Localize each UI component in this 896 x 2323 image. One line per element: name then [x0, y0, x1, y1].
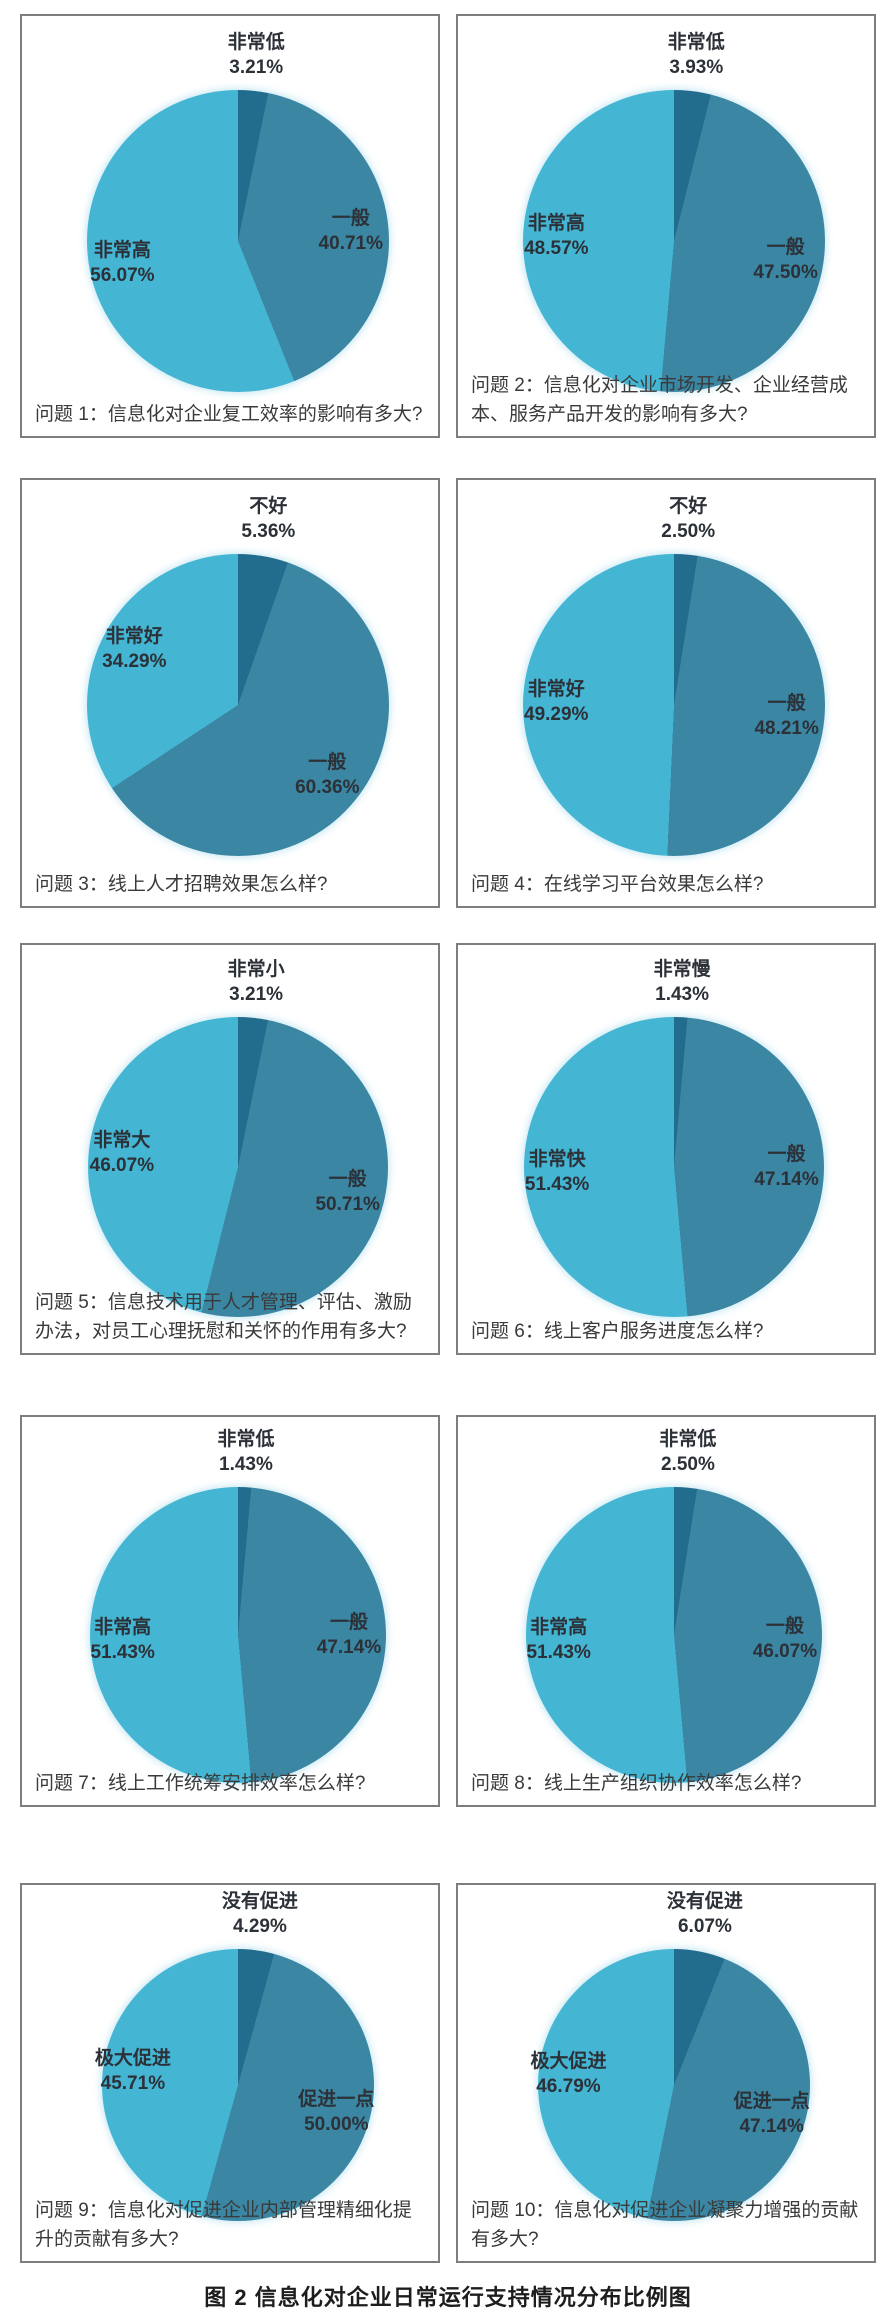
pie-chart [87, 90, 389, 392]
chart-question: 问题 1：信息化对企业复工效率的影响有多大? [35, 403, 423, 425]
chart-question: 问题 9：信息化对促进企业内部管理精细化提升的贡献有多大? [35, 2200, 412, 2250]
slice-percent: 2.50% [661, 521, 716, 543]
chart-card: 非常慢 1.43% 一般 47.14% 非常快 51.43% 问题 6：线上客户… [456, 943, 876, 1355]
chart-card: 非常低 3.93% 一般 47.50% 非常高 48.57% 问题 2：信息化对… [456, 14, 876, 438]
slice-name: 非常慢 [653, 959, 711, 980]
pie-chart [526, 1487, 822, 1783]
chart-question: 问题 3：线上人才招聘效果怎么样? [35, 873, 328, 895]
pie-chart [538, 1949, 810, 2221]
chart-card: 不好 5.36% 一般 60.36% 非常好 34.29% 问题 3：线上人才招… [20, 478, 440, 908]
slice-name: 非常低 [217, 1429, 275, 1450]
chart-question: 问题 7：线上工作统筹安排效率怎么样? [35, 1772, 366, 1794]
pie-chart [88, 1017, 388, 1317]
slice-percent: 4.29% [232, 1916, 287, 1938]
pie-slice-label-negative: 非常低 3.21% [228, 30, 285, 80]
pie-slice-label-negative: 非常低 2.50% [659, 1427, 716, 1477]
chart-card: 非常小 3.21% 一般 50.71% 非常大 46.07% 问题 5：信息技术… [20, 943, 440, 1355]
chart-card: 不好 2.50% 一般 48.21% 非常好 49.29% 问题 4：在线学习平… [456, 478, 876, 908]
figure-caption: 图 2 信息化对企业日常运行支持情况分布比例图 [204, 2285, 692, 2310]
chart-card: 没有促进 6.07% 促进一点 47.14% 极大促进 46.79% 问题 10… [456, 1883, 876, 2263]
slice-name: 没有促进 [221, 1891, 298, 1912]
slice-percent: 3.93% [669, 57, 724, 79]
pie-chart [523, 90, 825, 392]
pie-slice-label-negative: 没有促进 6.07% [667, 1889, 743, 1939]
slice-percent: 2.50% [660, 1454, 715, 1476]
slice-name: 没有促进 [666, 1891, 743, 1912]
chart-card: 没有促进 4.29% 促进一点 50.00% 极大促进 45.71% 问题 9：… [20, 1883, 440, 2263]
slice-name: 非常低 [227, 32, 285, 53]
slice-percent: 1.43% [655, 984, 710, 1006]
chart-card: 非常低 2.50% 一般 46.07% 非常高 51.43% 问题 8：线上生产… [456, 1415, 876, 1807]
chart-question: 问题 2：信息化对企业市场开发、企业经营成本、服务产品开发的影响有多大? [471, 375, 848, 425]
pie-slice-label-negative: 不好 2.50% [661, 494, 715, 544]
pie-slice-label-negative: 非常小 3.21% [228, 957, 285, 1007]
pie-chart [90, 1487, 386, 1783]
slice-name: 非常低 [659, 1429, 717, 1450]
pie-slice-label-negative: 非常慢 1.43% [654, 957, 711, 1007]
slice-percent: 5.36% [241, 521, 296, 543]
slice-name: 不好 [249, 496, 288, 517]
chart-question: 问题 5：信息技术用于人才管理、评估、激励办法，对员工心理抚慰和关怀的作用有多大… [35, 1292, 412, 1342]
slice-name: 非常小 [227, 959, 285, 980]
chart-question: 问题 6：线上客户服务进度怎么样? [471, 1320, 764, 1342]
pie-chart [524, 1017, 824, 1317]
slice-name: 不好 [669, 496, 708, 517]
slice-percent: 3.21% [229, 57, 284, 79]
slice-percent: 6.07% [677, 1916, 732, 1938]
slice-percent: 3.21% [229, 984, 284, 1006]
pie-chart [87, 554, 389, 856]
chart-question: 问题 4：在线学习平台效果怎么样? [471, 873, 764, 895]
chart-question: 问题 10：信息化对促进企业凝聚力增强的贡献有多大? [471, 2200, 859, 2250]
pie-slice-label-negative: 非常低 1.43% [217, 1427, 274, 1477]
pie-chart [102, 1949, 374, 2221]
pie-chart [523, 554, 825, 856]
slice-name: 非常低 [667, 32, 725, 53]
chart-card: 非常低 3.21% 一般 40.71% 非常高 56.07% 问题 1：信息化对… [20, 14, 440, 438]
slice-percent: 1.43% [219, 1454, 273, 1476]
chart-question: 问题 8：线上生产组织协作效率怎么样? [471, 1772, 802, 1794]
pie-slice-label-negative: 不好 5.36% [241, 494, 295, 544]
chart-card: 非常低 1.43% 一般 47.14% 非常高 51.43% 问题 7：线上工作… [20, 1415, 440, 1807]
pie-slice-label-negative: 非常低 3.93% [668, 30, 725, 80]
pie-slice-label-negative: 没有促进 4.29% [222, 1889, 298, 1939]
